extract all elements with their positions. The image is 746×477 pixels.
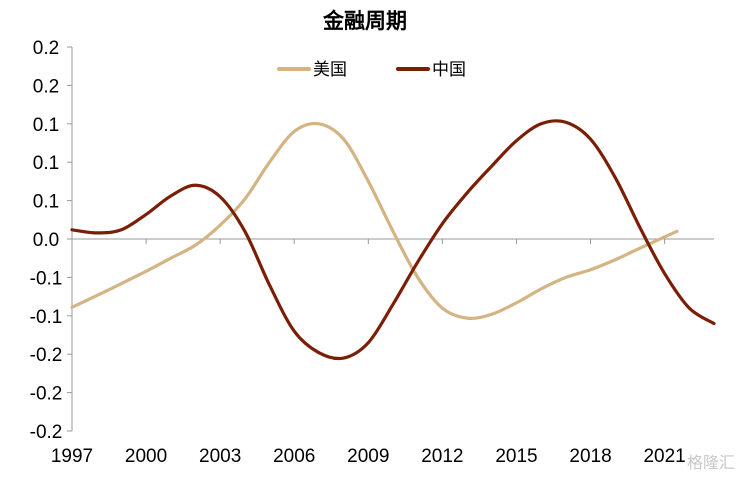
series-line-us [70, 121, 679, 320]
x-tick-label: 2000 [125, 446, 167, 467]
x-tick-label: 2009 [347, 446, 389, 467]
legend-item-china: 中国 [396, 60, 466, 80]
x-tick-label: 2006 [273, 446, 315, 467]
axes [67, 46, 714, 432]
x-tick-label: 2003 [199, 446, 241, 467]
y-tick-label: -0.1 [30, 268, 63, 289]
x-tick-label: 2015 [495, 446, 537, 467]
y-tick-label: -0.2 [30, 422, 63, 443]
y-tick-label: 0.1 [33, 115, 59, 136]
y-tick-label: 0.2 [33, 38, 59, 59]
x-tick-label: 2021 [643, 446, 685, 467]
watermark-text: 格隆汇 [687, 453, 735, 472]
x-tick-labels: 1997 2000 2003 2006 2009 2012 2015 2018 2021 [51, 446, 686, 467]
legend-label: 中国 [432, 60, 466, 80]
y-tick-label: 0.1 [33, 153, 59, 174]
y-tick-label: 0.1 [33, 192, 59, 213]
x-tick-label: 1997 [51, 446, 93, 467]
y-tick-label: -0.2 [30, 384, 63, 405]
x-tick-label: 2012 [421, 446, 463, 467]
legend: 美国 中国 [277, 60, 466, 80]
legend-label: 美国 [313, 60, 347, 80]
legend-item-us: 美国 [277, 60, 347, 80]
series-lines [70, 119, 716, 361]
y-tick-label: -0.1 [30, 307, 63, 328]
y-tick-label: 0.2 [33, 76, 59, 97]
chart-title: 金融周期 [322, 9, 407, 33]
y-tick-label: 0.0 [33, 230, 59, 251]
series-line-china [70, 119, 716, 361]
y-tick-label: -0.2 [30, 345, 63, 366]
y-tick-labels: 0.2 0.2 0.1 0.1 0.1 0.0 -0.1 -0.1 -0.2 -0.2 -0.2 [30, 38, 63, 443]
x-tick-label: 2018 [569, 446, 611, 467]
